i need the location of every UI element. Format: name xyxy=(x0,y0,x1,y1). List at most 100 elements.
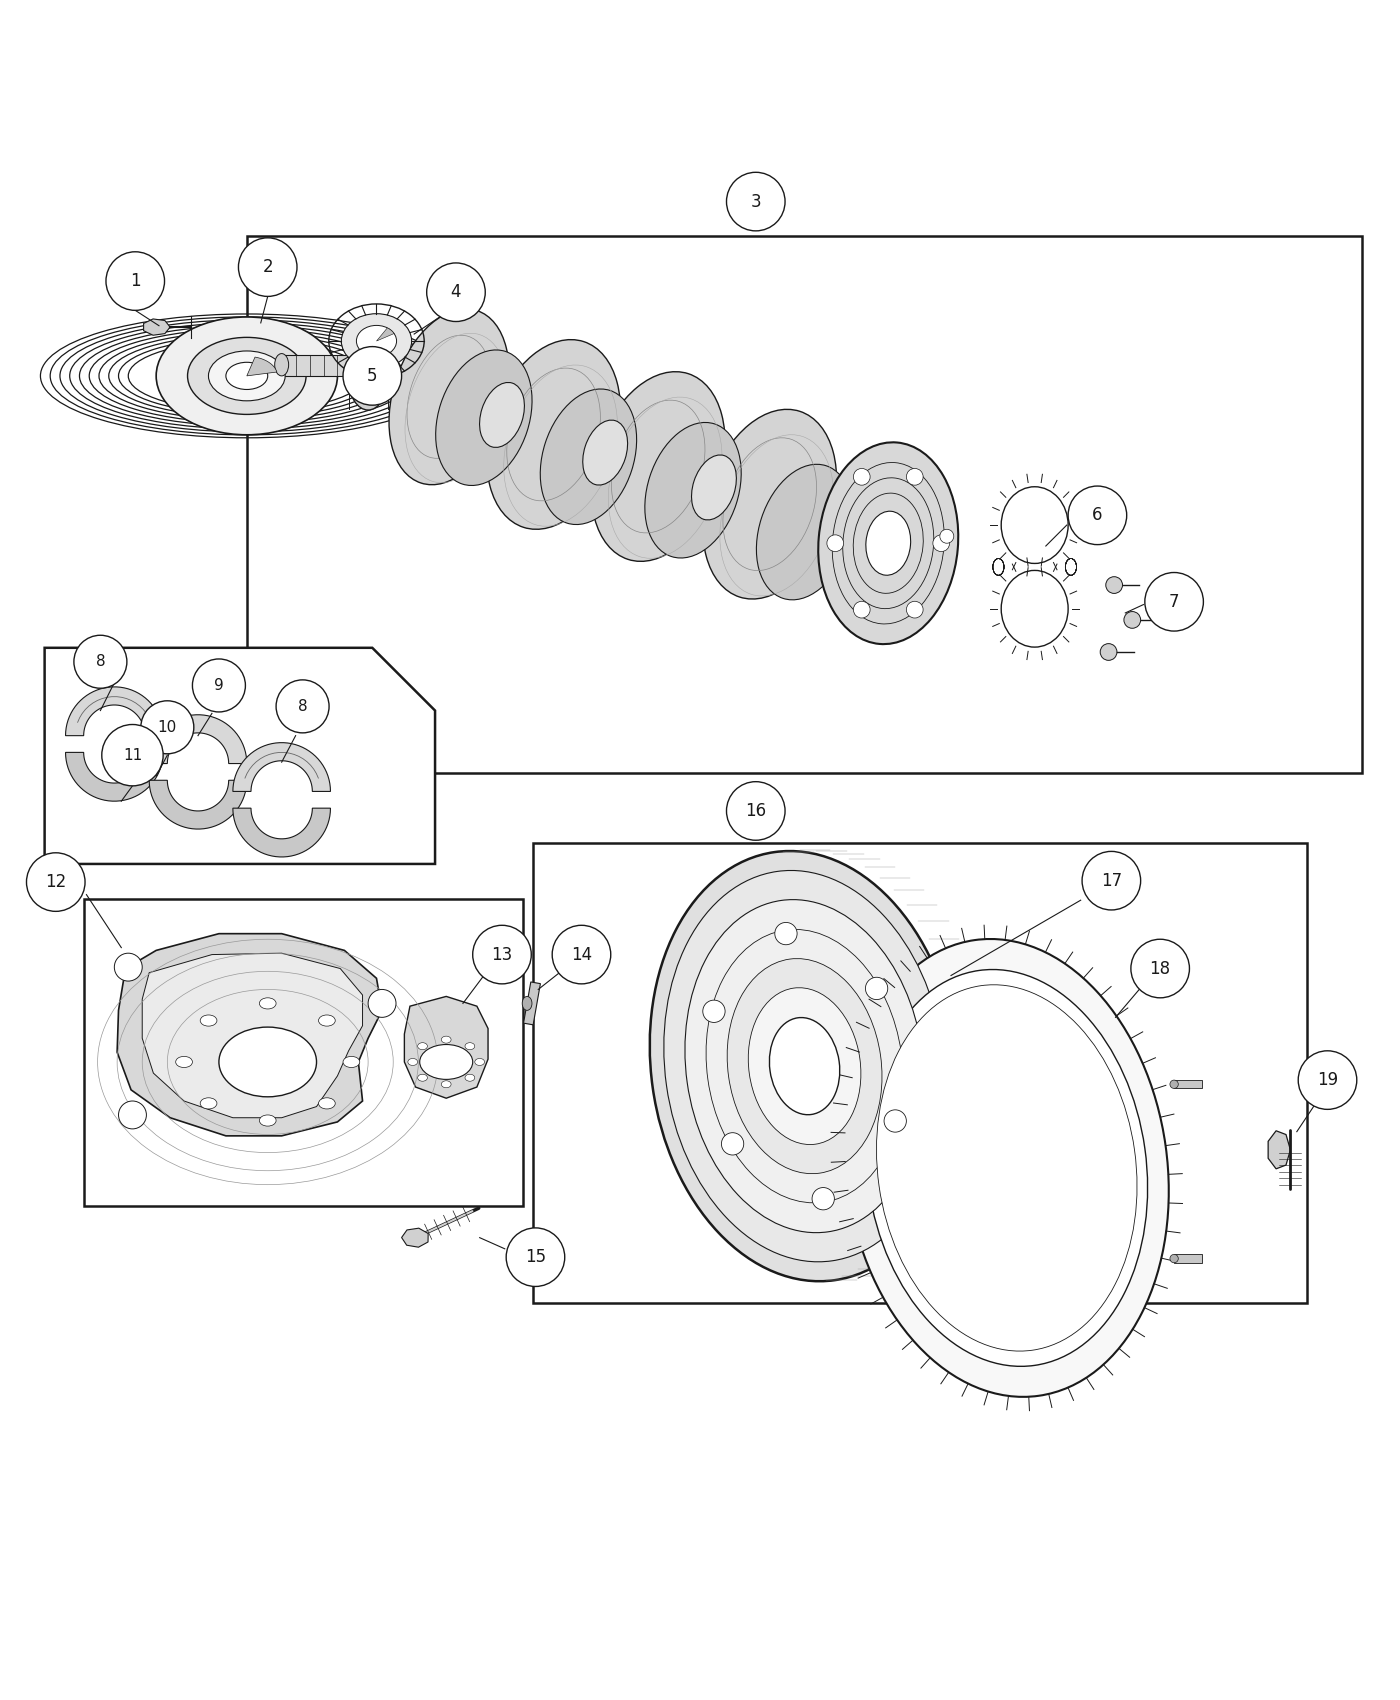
Circle shape xyxy=(827,536,844,551)
Bar xyxy=(84,899,524,1205)
Polygon shape xyxy=(66,753,164,801)
Ellipse shape xyxy=(650,852,959,1282)
Ellipse shape xyxy=(357,325,396,357)
Circle shape xyxy=(1100,644,1117,660)
Ellipse shape xyxy=(343,1056,360,1068)
Text: 8: 8 xyxy=(95,654,105,670)
Ellipse shape xyxy=(259,1115,276,1125)
Ellipse shape xyxy=(188,337,307,415)
Circle shape xyxy=(27,853,85,911)
Ellipse shape xyxy=(417,1074,427,1081)
Circle shape xyxy=(1298,1051,1357,1110)
Circle shape xyxy=(721,1132,743,1154)
Text: 18: 18 xyxy=(1149,959,1170,978)
Ellipse shape xyxy=(175,1056,192,1068)
Ellipse shape xyxy=(475,1059,484,1066)
Circle shape xyxy=(774,923,797,945)
Ellipse shape xyxy=(692,456,736,520)
Circle shape xyxy=(119,1102,147,1129)
Ellipse shape xyxy=(844,938,1169,1397)
Text: 7: 7 xyxy=(1169,593,1179,610)
Circle shape xyxy=(552,925,610,984)
Circle shape xyxy=(906,469,923,484)
Circle shape xyxy=(932,536,949,551)
Circle shape xyxy=(102,724,164,785)
Text: 1: 1 xyxy=(130,272,140,291)
Ellipse shape xyxy=(645,423,741,558)
Circle shape xyxy=(507,1227,564,1287)
Text: 19: 19 xyxy=(1317,1071,1338,1090)
Text: 11: 11 xyxy=(123,748,141,763)
Circle shape xyxy=(1145,573,1204,631)
Circle shape xyxy=(1131,938,1190,998)
Ellipse shape xyxy=(865,512,910,575)
Ellipse shape xyxy=(706,930,903,1204)
Ellipse shape xyxy=(465,1042,475,1049)
Ellipse shape xyxy=(876,984,1137,1352)
Ellipse shape xyxy=(259,998,276,1010)
Ellipse shape xyxy=(441,1037,451,1044)
Polygon shape xyxy=(45,648,435,864)
Ellipse shape xyxy=(522,996,532,1010)
Ellipse shape xyxy=(867,969,1148,1367)
Circle shape xyxy=(106,252,165,311)
Ellipse shape xyxy=(582,420,627,484)
Text: 2: 2 xyxy=(262,258,273,275)
Polygon shape xyxy=(405,996,489,1098)
Ellipse shape xyxy=(225,362,267,389)
Text: 16: 16 xyxy=(745,802,766,819)
Circle shape xyxy=(141,700,193,753)
Ellipse shape xyxy=(487,340,620,529)
Polygon shape xyxy=(246,357,277,376)
Ellipse shape xyxy=(441,1081,451,1088)
Circle shape xyxy=(276,680,329,733)
Ellipse shape xyxy=(1170,1080,1179,1088)
Circle shape xyxy=(1068,486,1127,544)
Circle shape xyxy=(854,469,871,484)
Text: 14: 14 xyxy=(571,945,592,964)
Polygon shape xyxy=(232,808,330,857)
Circle shape xyxy=(812,1188,834,1210)
Text: 12: 12 xyxy=(45,874,66,891)
Polygon shape xyxy=(377,328,395,342)
Polygon shape xyxy=(66,687,164,736)
Ellipse shape xyxy=(274,354,288,376)
Bar xyxy=(246,236,1362,774)
Polygon shape xyxy=(143,954,363,1117)
Ellipse shape xyxy=(480,382,525,447)
Ellipse shape xyxy=(218,1027,316,1096)
Ellipse shape xyxy=(591,372,725,561)
Polygon shape xyxy=(118,933,382,1136)
Circle shape xyxy=(1106,576,1123,593)
Ellipse shape xyxy=(756,464,853,600)
Ellipse shape xyxy=(703,410,837,598)
Ellipse shape xyxy=(420,1044,473,1080)
Circle shape xyxy=(727,172,785,231)
Bar xyxy=(1175,1255,1203,1263)
Circle shape xyxy=(854,602,871,619)
Ellipse shape xyxy=(748,988,861,1144)
Ellipse shape xyxy=(319,1098,335,1108)
Text: 15: 15 xyxy=(525,1248,546,1266)
Circle shape xyxy=(883,1110,906,1132)
Ellipse shape xyxy=(209,350,286,401)
Text: 5: 5 xyxy=(367,367,378,384)
Ellipse shape xyxy=(770,1018,840,1115)
Text: 17: 17 xyxy=(1100,872,1121,889)
Circle shape xyxy=(1124,612,1141,629)
Circle shape xyxy=(1082,852,1141,910)
Circle shape xyxy=(939,529,953,544)
Bar xyxy=(524,983,540,1025)
Polygon shape xyxy=(232,743,330,792)
Circle shape xyxy=(703,1000,725,1022)
Text: 13: 13 xyxy=(491,945,512,964)
Ellipse shape xyxy=(407,1059,417,1066)
Text: 4: 4 xyxy=(451,284,461,301)
Text: 10: 10 xyxy=(158,719,176,734)
Ellipse shape xyxy=(818,442,958,644)
Ellipse shape xyxy=(417,1042,427,1049)
Circle shape xyxy=(343,347,402,405)
Circle shape xyxy=(906,602,923,619)
Ellipse shape xyxy=(664,870,945,1261)
Circle shape xyxy=(368,989,396,1017)
